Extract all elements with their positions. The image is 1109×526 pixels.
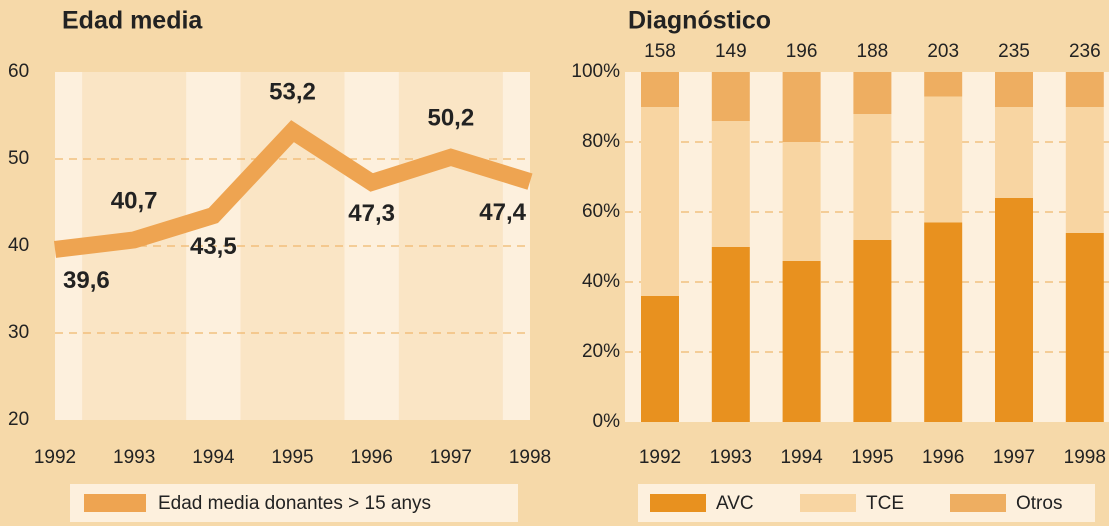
bar-segment — [853, 240, 892, 422]
total-label: 149 — [715, 41, 747, 62]
x-tick-label: 1997 — [430, 447, 472, 468]
total-label: 158 — [644, 41, 676, 62]
x-tick-label: 1994 — [192, 447, 235, 468]
bar-segment — [1065, 107, 1104, 233]
y-tick-label: 20% — [582, 341, 620, 362]
x-tick-label: 1992 — [34, 447, 76, 468]
x-tick-label: 1996 — [351, 447, 393, 468]
legend-label: TCE — [866, 493, 904, 514]
y-tick-label: 100% — [571, 61, 620, 82]
y-tick-label: 30 — [8, 322, 29, 343]
total-label: 203 — [927, 41, 959, 62]
bar-segment — [711, 72, 750, 121]
legend-label: Otros — [1016, 493, 1062, 514]
legend-swatch — [84, 494, 146, 512]
x-tick-label: 1998 — [509, 447, 551, 468]
value-label: 47,3 — [348, 200, 395, 227]
bar-segment — [782, 72, 821, 142]
x-tick-label: 1993 — [113, 447, 155, 468]
bar-segment — [924, 96, 963, 223]
y-tick-label: 60% — [582, 201, 620, 222]
bar-segment — [995, 72, 1033, 107]
bar-segment — [853, 72, 892, 114]
chart-title: Edad media — [62, 7, 203, 35]
x-tick-label: 1994 — [780, 447, 823, 468]
y-tick-label: 40 — [8, 235, 29, 256]
bar-segment — [641, 107, 679, 296]
bar-segment — [924, 222, 963, 422]
total-label: 235 — [998, 41, 1030, 62]
total-label: 236 — [1069, 41, 1101, 62]
bar-segment — [924, 72, 963, 97]
value-label: 39,6 — [63, 267, 110, 294]
x-tick-label: 1995 — [851, 447, 893, 468]
x-tick-label: 1993 — [710, 447, 752, 468]
x-tick-label: 1998 — [1064, 447, 1106, 468]
legend-swatch — [800, 494, 856, 512]
line — [53, 120, 533, 258]
x-tick-label: 1997 — [993, 447, 1035, 468]
bar-segment — [711, 121, 750, 247]
bar-segment — [1065, 233, 1104, 422]
x-tick-label: 1996 — [922, 447, 964, 468]
bar-segment — [995, 198, 1033, 422]
y-tick-label: 60 — [8, 61, 29, 82]
legend-box — [638, 484, 1095, 522]
y-tick-label: 80% — [582, 131, 620, 152]
legend-swatch — [950, 494, 1006, 512]
x-tick-label: 1995 — [271, 447, 313, 468]
total-label: 196 — [786, 41, 818, 62]
bar-segment — [782, 261, 821, 422]
bar-segment — [1065, 72, 1104, 107]
legend-label: Edad media donantes > 15 anys — [158, 493, 431, 514]
value-label: 50,2 — [427, 105, 474, 132]
bar-segment — [641, 296, 679, 422]
y-tick-label: 0% — [593, 411, 621, 432]
value-label: 47,4 — [479, 199, 526, 226]
y-tick-label: 20 — [8, 409, 29, 430]
bar-segment — [641, 72, 679, 107]
bar-segment — [782, 142, 821, 261]
value-label: 53,2 — [269, 79, 316, 106]
value-label: 40,7 — [111, 187, 158, 214]
value-label: 43,5 — [190, 233, 237, 260]
chart-title: Diagnóstico — [628, 7, 771, 35]
legend-swatch — [650, 494, 706, 512]
total-label: 188 — [857, 41, 889, 62]
y-tick-label: 40% — [582, 271, 620, 292]
legend-label: AVC — [716, 493, 754, 514]
bar-segment — [711, 247, 750, 422]
bar-segment — [995, 107, 1033, 198]
y-tick-label: 50 — [8, 148, 29, 169]
x-tick-label: 1992 — [639, 447, 681, 468]
bar-segment — [853, 114, 892, 240]
